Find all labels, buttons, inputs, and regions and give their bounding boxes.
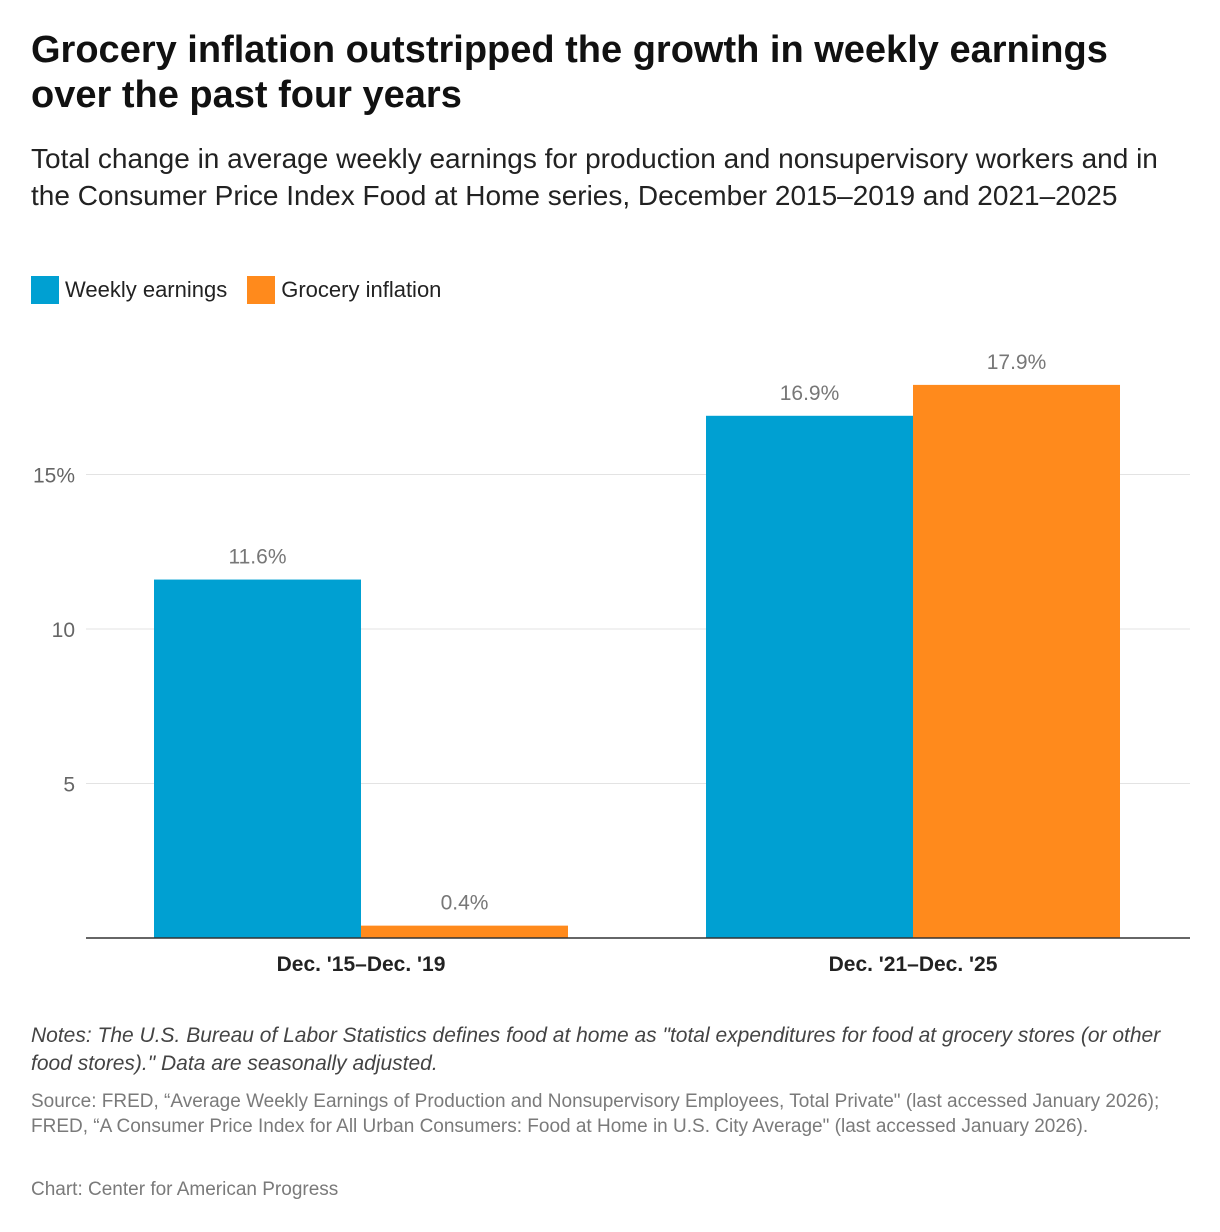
- chart-source: Source: FRED, “Average Weekly Earnings o…: [31, 1091, 1160, 1137]
- bar-chart: 5 10 15% 11.6% 0.4% Dec. '15–Dec. '19 16.9% 17.…: [33, 351, 1190, 976]
- data-label-weekly-earnings: 16.9%: [780, 382, 840, 405]
- chart-subtitle: Total change in average weekly earnings …: [31, 143, 1158, 211]
- y-tick-label: 10: [52, 619, 75, 642]
- bar-weekly-earnings: [706, 415, 913, 938]
- bar-grocery-inflation: [913, 384, 1120, 938]
- data-label-weekly-earnings: 11.6%: [229, 546, 287, 569]
- x-tick-label: Dec. '21–Dec. '25: [829, 953, 998, 976]
- data-label-grocery-inflation: 0.4%: [441, 892, 489, 915]
- chart-credit: Chart: Center for American Progress: [31, 1179, 339, 1200]
- y-tick-label: 15%: [33, 465, 75, 488]
- legend: Weekly earnings Grocery inflation: [31, 276, 441, 304]
- legend-swatch-weekly-earnings: [31, 276, 59, 304]
- bar-grocery-inflation: [361, 925, 568, 938]
- legend-label-weekly-earnings: Weekly earnings: [65, 277, 228, 302]
- chart-title: Grocery inflation outstripped the growth…: [31, 29, 1108, 116]
- y-tick-label: 5: [63, 774, 75, 797]
- data-label-grocery-inflation: 17.9%: [987, 351, 1047, 374]
- x-tick-label: Dec. '15–Dec. '19: [277, 953, 446, 976]
- legend-label-grocery-inflation: Grocery inflation: [281, 277, 442, 302]
- legend-swatch-grocery-inflation: [247, 276, 276, 304]
- legend-item-weekly-earnings: Weekly earnings: [31, 276, 227, 304]
- legend-item-grocery-inflation: Grocery inflation: [247, 276, 441, 304]
- chart-notes: Notes: The U.S. Bureau of Labor Statisti…: [31, 1024, 1161, 1075]
- bar-weekly-earnings: [154, 579, 361, 938]
